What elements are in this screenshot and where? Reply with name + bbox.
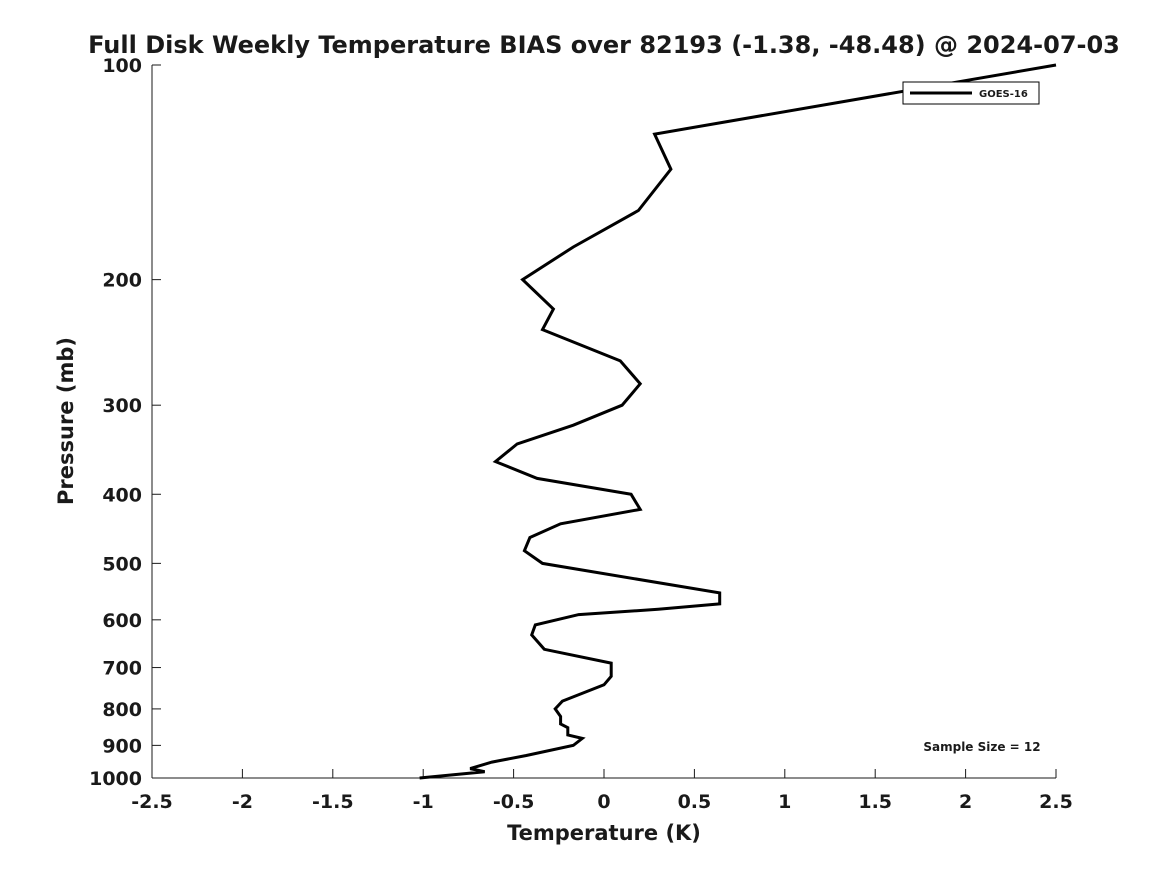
x-tick-label: 1 <box>778 791 791 813</box>
legend-entry-goes-16: GOES-16 <box>979 89 1028 100</box>
y-axis-label: Pressure (mb) <box>54 337 78 505</box>
x-tick-label: -0.5 <box>493 791 535 813</box>
y-tick-label: 300 <box>102 395 142 417</box>
x-tick-label: -1 <box>413 791 434 813</box>
y-tick-label: 500 <box>102 553 142 575</box>
y-tick-label: 900 <box>102 735 142 757</box>
series-layer <box>419 63 1057 780</box>
y-tick-label: 700 <box>102 658 142 680</box>
chart-title: Full Disk Weekly Temperature BIAS over 8… <box>88 31 1120 59</box>
x-tick-label: -2 <box>232 791 253 813</box>
x-tick-label: 0 <box>597 791 610 813</box>
x-tick-label: 1.5 <box>858 791 892 813</box>
x-tick-label: 2.5 <box>1039 791 1073 813</box>
legend: GOES-16 <box>902 81 1040 105</box>
x-tick-label: 0.5 <box>678 791 712 813</box>
x-axis-label: Temperature (K) <box>507 821 701 845</box>
y-tick-label: 100 <box>102 55 142 77</box>
x-tick-label: -1.5 <box>312 791 354 813</box>
x-tick-label: -2.5 <box>131 791 173 813</box>
y-tick-label: 800 <box>102 699 142 721</box>
y-tick-label: 600 <box>102 610 142 632</box>
y-tick-label: 400 <box>102 484 142 506</box>
y-tick-label: 200 <box>102 270 142 292</box>
sample-size-annotation: Sample Size = 12 <box>923 740 1040 754</box>
x-tick-label: 2 <box>959 791 972 813</box>
y-tick-label: 1000 <box>89 768 142 790</box>
axes: -2.5 -2 -1.5 -1 -0.5 0 0.5 1 1.5 2 2.5 100 200 300 400… <box>89 55 1073 813</box>
series-line-goes-16 <box>419 63 1057 780</box>
